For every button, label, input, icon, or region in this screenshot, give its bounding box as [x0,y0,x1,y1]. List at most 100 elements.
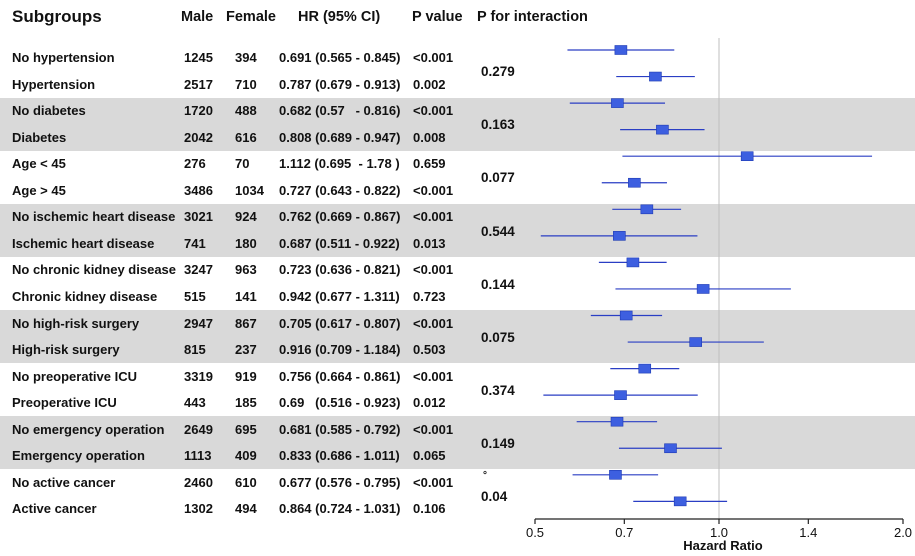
x-axis-title: Hazard Ratio [683,538,763,553]
p-value: 0.659 [413,156,446,172]
male-count: 3486 [184,182,213,198]
hr-marker [628,177,641,188]
hr-ci-value: 0.69 (0.516 - 0.923) [279,395,401,411]
female-count: 695 [235,421,257,437]
subgroup-label: No high-risk surgery [12,315,140,331]
header-subgroups: Subgroups [12,7,102,26]
p-interaction-value: 0.279 [481,64,515,80]
female-count: 919 [235,368,257,384]
hr-marker [696,284,710,294]
x-tick-label: 0.5 [525,525,545,540]
subgroup-label: Diabetes [12,129,67,145]
male-count: 2460 [184,474,213,490]
hr-marker [664,443,677,454]
hr-marker [610,416,624,427]
hr-ci-value: 0.916 (0.709 - 1.184) [279,342,401,358]
female-count: 237 [235,342,257,358]
p-interaction-value: 0.374 [481,382,515,398]
male-count: 1113 [184,448,212,464]
male-count: 815 [184,342,206,358]
p-interaction-value: 0.04 [481,489,508,505]
male-count: 2042 [184,129,213,145]
p-value: 0.065 [413,448,446,464]
male-count: 741 [184,235,206,251]
female-count: 867 [235,315,257,331]
hr-marker [638,363,652,374]
subgroup-label: Age < 45 [12,156,66,172]
header-male: Male [181,9,214,25]
female-count: 494 [235,501,257,517]
p-interaction-value: 0.144 [481,276,515,292]
female-count: 924 [235,209,257,225]
male-count: 2649 [184,421,213,437]
hr-ci-value: 0.762 (0.669 - 0.867) [279,209,401,225]
hr-marker [689,337,703,347]
p-value: <0.001 [413,262,454,278]
p-value: 0.106 [413,501,446,517]
subgroup-label: No diabetes [12,103,86,119]
x-tick-label: 2.0 [893,525,913,540]
hr-marker [614,390,627,400]
hr-ci-value: 0.677 (0.576 - 0.795) [279,474,401,490]
hr-marker [626,257,640,268]
p-value: 0.008 [413,129,446,145]
male-count: 1302 [184,501,213,517]
hr-ci-value: 0.787 (0.679 - 0.913) [279,76,401,92]
subgroup-label: High-risk surgery [12,342,120,358]
female-count: 394 [235,50,257,65]
male-count: 3247 [184,262,213,278]
hr-marker [656,124,669,135]
p-value: 0.503 [413,342,446,358]
female-count: 185 [235,395,257,411]
female-count: 710 [235,76,257,92]
female-count: 1034 [235,182,264,198]
header-female: Female [226,9,276,25]
hr-marker [611,98,624,108]
male-count: 1245 [184,50,213,65]
hr-marker [673,496,687,507]
p-value: <0.001 [413,50,454,65]
male-count: 3319 [184,368,213,384]
male-count: 1720 [184,103,213,119]
header-p-interaction: P for interaction [477,9,588,25]
subgroup-label: No chronic kidney disease [12,262,177,278]
female-count: 963 [235,262,257,278]
male-count: 276 [184,156,206,172]
hr-ci-value: 0.808 (0.689 - 0.947) [279,129,401,145]
p-interaction-value: 0.075 [481,329,515,345]
subgroup-label: Age > 45 [12,182,66,198]
female-count: 180 [235,235,257,251]
subgroup-label: Emergency operation [12,448,145,464]
p-value: 0.012 [413,395,446,411]
p-interaction-value: 0.544 [481,223,515,239]
male-count: 3021 [184,209,213,225]
subgroup-label: No emergency operation [12,421,165,437]
row-band [0,97,915,151]
hr-ci-value: 0.681 (0.585 - 0.792) [279,421,401,437]
hr-ci-value: 0.691 (0.565 - 0.845) [279,50,401,65]
subgroup-label: Preoperative ICU [12,395,117,411]
p-value: 0.723 [413,288,446,304]
hr-marker [614,45,628,55]
female-count: 616 [235,129,257,145]
hr-ci-value: 0.687 (0.511 - 0.922) [279,235,400,251]
hr-ci-value: 0.833 (0.686 - 1.011) [279,448,400,464]
p-value: <0.001 [413,474,454,490]
p-interaction-value: 0.149 [481,435,515,451]
male-count: 443 [184,395,206,411]
row-band [0,203,915,257]
subgroup-label: No preoperative ICU [12,368,137,384]
subgroup-label: Chronic kidney disease [12,288,158,304]
subgroup-label: No active cancer [12,474,116,490]
female-count: 610 [235,474,257,490]
subgroup-label: Active cancer [12,501,97,517]
p-value: <0.001 [413,209,454,225]
male-count: 2517 [184,76,213,92]
subgroup-label: No hypertension [12,50,115,65]
hr-ci-value: 0.723 (0.636 - 0.821) [279,262,401,278]
hr-marker [613,231,626,241]
p-value: <0.001 [413,182,454,198]
header-hr-ci: HR (95% CI) [298,9,381,25]
footnote-mark: ° [483,470,487,481]
